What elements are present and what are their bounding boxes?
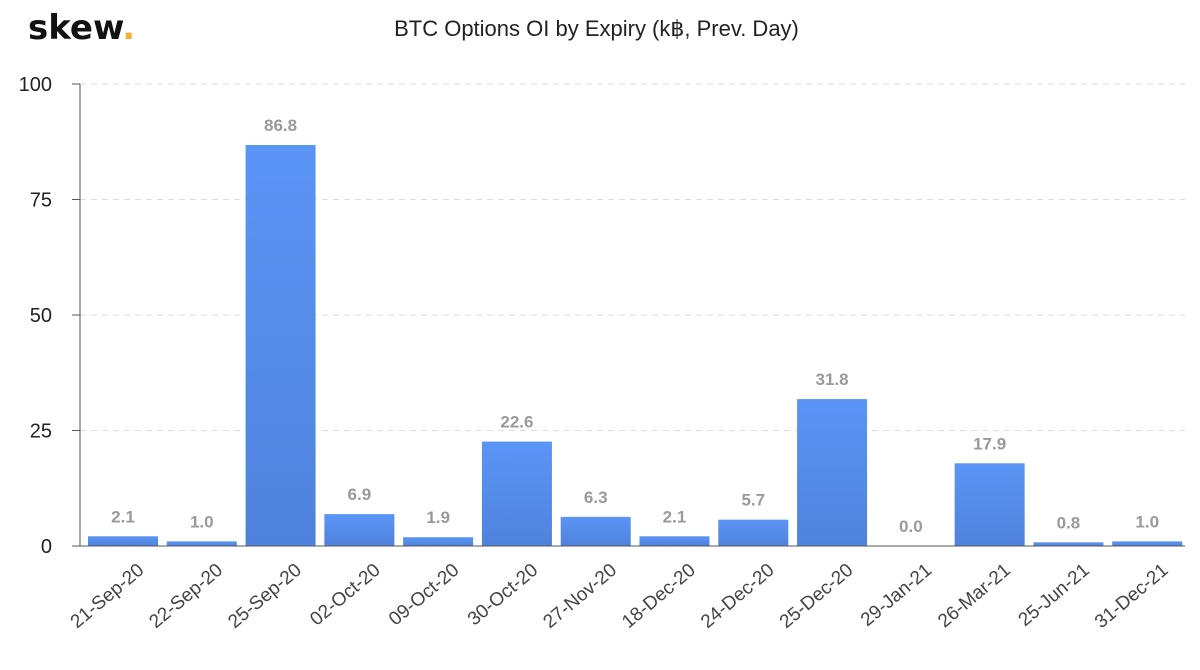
bar-26-Mar-21	[954, 463, 1025, 546]
x-tick-label-09-Oct-20: 09-Oct-20	[385, 560, 463, 630]
data-label-26-Mar-21: 17.9	[973, 434, 1006, 453]
data-label-22-Sep-20: 1.0	[190, 512, 214, 531]
data-label-31-Dec-21: 1.0	[1135, 512, 1159, 531]
x-tick-label-02-Oct-20: 02-Oct-20	[306, 560, 384, 630]
x-tick-label-25-Dec-20: 25-Dec-20	[776, 560, 857, 633]
x-tick-label-26-Mar-21: 26-Mar-21	[934, 560, 1015, 632]
data-label-29-Jan-21: 0.0	[899, 517, 923, 536]
bars	[88, 144, 1183, 546]
data-label-09-Oct-20: 1.9	[426, 508, 450, 527]
bar-18-Dec-20	[639, 536, 710, 546]
bar-25-Sep-20	[245, 144, 316, 546]
data-label-21-Sep-20: 2.1	[111, 507, 135, 526]
brand-name: skew	[28, 8, 123, 48]
x-tick-label-18-Dec-20: 18-Dec-20	[618, 560, 699, 633]
data-label-30-Oct-20: 22.6	[500, 413, 533, 432]
data-label-24-Dec-20: 5.7	[741, 491, 765, 510]
data-labels: 2.1 1.0 86.8 6.9 1.9 22.6 6.3 2.1 5.7 31.8 0.0 17.9…	[111, 116, 1159, 536]
data-label-25-Dec-20: 31.8	[816, 370, 849, 389]
data-label-25-Sep-20: 86.8	[264, 116, 297, 135]
skew-logo: skew.	[28, 8, 135, 48]
data-label-25-Jun-21: 0.8	[1057, 513, 1081, 532]
x-tick-label-21-Sep-20: 21-Sep-20	[67, 560, 148, 633]
chart-title: BTC Options OI by Expiry (k฿, Prev. Day)	[394, 16, 799, 41]
grid-lines	[80, 83, 1185, 431]
x-tick-label-27-Nov-20: 27-Nov-20	[539, 560, 620, 633]
bar-09-Oct-20	[403, 537, 474, 546]
y-tick-label-50: 50	[30, 305, 52, 327]
bar-21-Sep-20	[88, 536, 158, 546]
x-tick-label-25-Sep-20: 25-Sep-20	[224, 560, 305, 633]
data-label-18-Dec-20: 2.1	[663, 507, 687, 526]
bar-27-Nov-20	[560, 516, 631, 546]
bar-02-Oct-20	[324, 514, 395, 546]
brand-dot: .	[122, 8, 136, 48]
bar-24-Dec-20	[718, 519, 789, 546]
y-axis: 0 25 50 75 100	[19, 74, 81, 558]
data-label-27-Nov-20: 6.3	[584, 488, 608, 507]
bar-25-Jun-21	[1033, 542, 1104, 546]
data-label-02-Oct-20: 6.9	[348, 485, 372, 504]
x-tick-label-30-Oct-20: 30-Oct-20	[464, 560, 542, 630]
bar-22-Sep-20	[166, 541, 237, 546]
x-tick-label-22-Sep-20: 22-Sep-20	[146, 560, 227, 633]
y-tick-label-0: 0	[41, 536, 52, 558]
x-tick-label-24-Dec-20: 24-Dec-20	[697, 560, 778, 633]
x-tick-label-31-Dec-21: 31-Dec-21	[1091, 560, 1172, 633]
bar-25-Dec-20	[797, 399, 868, 546]
bar-31-Dec-21	[1112, 541, 1183, 546]
y-tick-label-75: 75	[30, 190, 52, 212]
x-tick-label-29-Jan-21: 29-Jan-21	[857, 560, 936, 631]
y-tick-label-100: 100	[19, 74, 52, 96]
bar-30-Oct-20	[481, 441, 552, 546]
y-tick-label-25: 25	[30, 421, 52, 443]
x-tick-label-25-Jun-21: 25-Jun-21	[1015, 560, 1094, 631]
